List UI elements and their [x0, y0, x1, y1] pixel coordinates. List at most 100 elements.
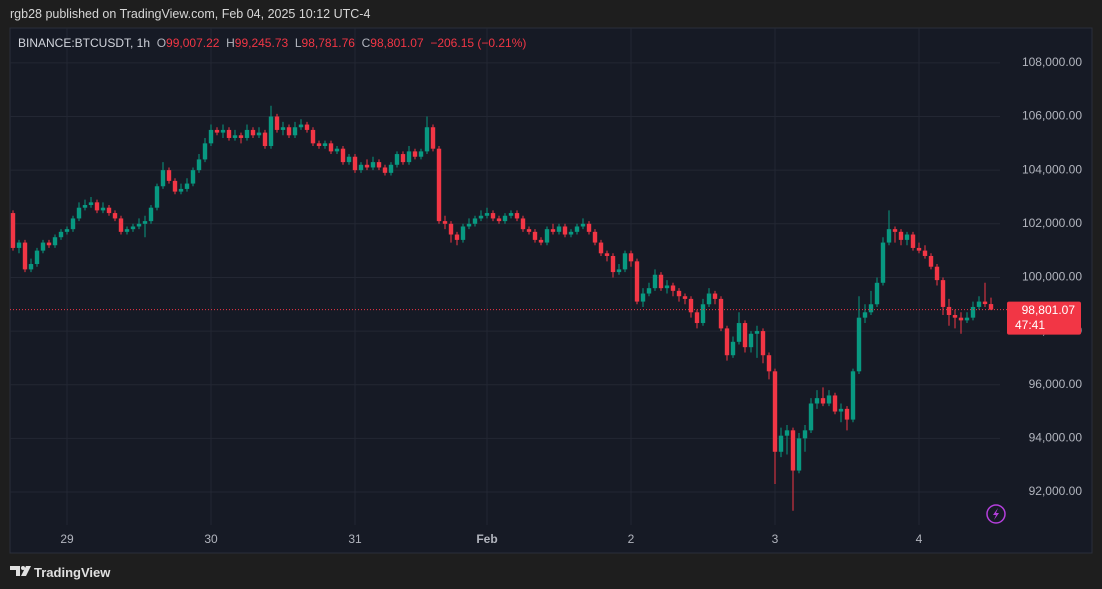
candle-body: [478, 215, 484, 219]
candle-body: [280, 127, 286, 130]
candle-body: [22, 242, 28, 270]
candle-body: [586, 223, 592, 232]
candle-body: [628, 253, 634, 262]
y-tick-label: 108,000.00: [1022, 55, 1082, 69]
candle-body: [538, 239, 544, 243]
candle-body: [718, 298, 724, 329]
y-tick-label: 102,000.00: [1022, 216, 1082, 230]
candle-body: [244, 129, 250, 138]
candle-body: [874, 282, 880, 305]
candle-body: [34, 250, 40, 265]
symbol-legend: BINANCE:BTCUSDT, 1h O99,007.22 H99,245.7…: [18, 36, 526, 50]
candle-body: [976, 301, 982, 307]
candle-body: [814, 398, 820, 404]
candle-body: [862, 312, 868, 318]
candle-body: [340, 148, 346, 163]
candle-body: [748, 333, 754, 348]
publish-note: rgb28 published on TradingView.com, Feb …: [10, 7, 371, 21]
candle-body: [508, 213, 514, 216]
candle-body: [196, 159, 202, 171]
candle-body: [970, 306, 976, 318]
y-tick-label: 104,000.00: [1022, 162, 1082, 176]
candle-body: [226, 129, 232, 138]
candle-body: [472, 218, 478, 224]
alert-icon[interactable]: [986, 504, 1006, 524]
candle-body: [388, 164, 394, 173]
candle-body: [352, 156, 358, 171]
candle-body: [988, 304, 994, 310]
candle-body: [334, 148, 340, 152]
candle-body: [466, 223, 472, 227]
candle-body: [232, 135, 238, 138]
candle-body: [664, 285, 670, 289]
candle-body: [436, 148, 442, 222]
close-label: C: [361, 36, 371, 50]
candle-body: [82, 205, 88, 208]
candle-body: [790, 430, 796, 471]
candle-body: [940, 280, 946, 307]
candle-body: [958, 317, 964, 321]
low-value: 98,781.76: [301, 36, 355, 50]
candle-body: [706, 293, 712, 305]
candle-body: [544, 229, 550, 243]
candle-body: [550, 229, 556, 232]
candle-body: [208, 129, 214, 144]
candle-body: [310, 129, 316, 144]
candle-body: [358, 164, 364, 171]
x-tick-label: Feb: [476, 532, 497, 546]
candle-body: [532, 231, 538, 240]
candle-body: [946, 306, 952, 315]
candle-body: [430, 127, 436, 149]
chart-frame: [9, 27, 1093, 554]
candle-body: [670, 285, 676, 291]
candle-body: [364, 164, 370, 168]
candle-body: [250, 129, 256, 136]
candle-body: [844, 408, 850, 420]
candle-body: [328, 143, 334, 152]
x-tick-label: 2: [628, 532, 635, 546]
candle-body: [724, 328, 730, 356]
y-tick-label: 96,000.00: [1029, 377, 1083, 391]
candle-body: [592, 231, 598, 243]
candle-body: [172, 180, 178, 192]
candle-body: [286, 127, 292, 136]
symbol: BINANCE:BTCUSDT, 1h: [18, 36, 151, 50]
candle-body: [52, 237, 58, 246]
candle-body: [418, 151, 424, 157]
candle-body: [832, 395, 838, 412]
candle-body: [136, 223, 142, 227]
candle-body: [346, 156, 352, 163]
y-tick-label: 100,000.00: [1022, 270, 1082, 284]
candle-body: [826, 395, 832, 404]
candle-body: [898, 231, 904, 240]
candle-body: [904, 234, 910, 240]
x-tick-label: 29: [60, 532, 74, 546]
candle-body: [784, 430, 790, 436]
candle-body: [598, 242, 604, 254]
candle-body: [622, 253, 628, 270]
candle-body: [778, 435, 784, 452]
candle-body: [190, 170, 196, 184]
candle-body: [442, 221, 448, 224]
candle-body: [580, 223, 586, 227]
candle-body: [964, 317, 970, 321]
change: −206.15 (−0.21%): [430, 36, 527, 50]
candle-body: [556, 226, 562, 232]
candle-body: [166, 170, 172, 181]
candle-body: [178, 188, 184, 192]
candle-body: [796, 438, 802, 471]
y-tick-label: 92,000.00: [1029, 484, 1083, 498]
candle-body: [838, 408, 844, 412]
candle-body: [400, 154, 406, 163]
candle-body: [616, 269, 622, 273]
candle-body: [868, 304, 874, 313]
candle-body: [688, 298, 694, 313]
candles: [10, 105, 1007, 511]
labels: 92,000.0094,000.0096,000.0098,000.00100,…: [60, 55, 1082, 546]
candle-body: [646, 288, 652, 294]
candle-body: [100, 207, 106, 211]
candle-body: [130, 226, 136, 230]
candle-body: [610, 255, 616, 273]
open-label: O: [156, 36, 167, 50]
